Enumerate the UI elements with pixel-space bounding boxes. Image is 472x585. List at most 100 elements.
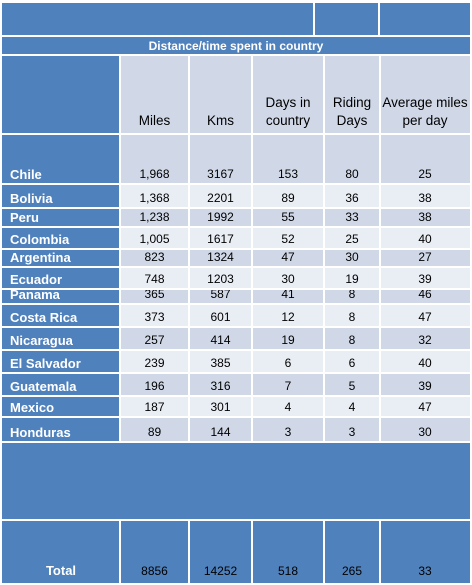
cell-value: 6 — [348, 356, 356, 370]
cell-value: 365 — [144, 289, 165, 301]
table-cell: 1,005 — [120, 227, 189, 249]
table-cell: 46 — [380, 289, 470, 304]
table-cell: 1,368 — [120, 184, 189, 208]
cell-value: 89 — [147, 425, 162, 439]
country-name: Guatemala — [10, 379, 77, 394]
cell-value: 47 — [418, 400, 432, 414]
table-cell: 30 — [380, 417, 470, 442]
table-cell: 196 — [120, 373, 189, 396]
cell-value: 187 — [144, 400, 165, 414]
row-divider — [2, 519, 470, 521]
country-name: Argentina — [10, 250, 71, 265]
country-name: Colombia — [10, 232, 70, 247]
country-name: Peru — [10, 210, 39, 225]
cell-value: 80 — [345, 167, 359, 181]
total-cell: 265 — [324, 520, 380, 583]
cell-value: 823 — [144, 250, 165, 264]
table-cell: 8 — [324, 304, 380, 327]
table-cell: 89 — [252, 184, 324, 208]
cell-value: 1617 — [207, 232, 234, 246]
table-cell: 25 — [380, 134, 470, 184]
table-cell: 4 — [252, 396, 324, 417]
table-cell: 365 — [120, 289, 189, 304]
table-cell: 41 — [252, 289, 324, 304]
table-title-bar: Distance/time spent in country — [2, 36, 470, 55]
row-divider — [2, 133, 470, 135]
cell-value: 373 — [144, 310, 165, 324]
row-divider — [2, 288, 470, 290]
table-cell: 19 — [324, 267, 380, 289]
cell-value: 19 — [281, 333, 295, 347]
column-header: Riding Days — [324, 55, 380, 134]
cell-value: 301 — [210, 400, 231, 414]
row-divider — [2, 207, 470, 209]
table-cell: 823 — [120, 249, 189, 267]
row-divider — [2, 395, 470, 397]
table-cell: 301 — [189, 396, 252, 417]
column-header: Kms — [189, 55, 252, 134]
cell-value: 8 — [348, 289, 356, 301]
country-name: Mexico — [10, 400, 55, 415]
table-title: Distance/time spent in country — [148, 38, 324, 53]
cell-value: 3 — [284, 425, 292, 439]
cell-value: 414 — [210, 333, 231, 347]
cell-value: 3167 — [207, 167, 234, 181]
total-value: 265 — [341, 564, 363, 578]
cell-value: 5 — [348, 379, 356, 393]
cell-value: 1,005 — [139, 232, 170, 246]
cell-value: 196 — [144, 379, 165, 393]
cell-value: 47 — [281, 250, 295, 264]
row-divider — [2, 416, 470, 418]
table-cell: 8 — [324, 289, 380, 304]
table-cell: 47 — [380, 304, 470, 327]
cell-value: 8 — [348, 310, 356, 324]
cell-value: 144 — [210, 425, 231, 439]
total-label: Total — [45, 563, 77, 578]
column-header-label: Days in country — [265, 95, 311, 128]
total-label-cell: Total — [2, 520, 120, 583]
top-bar-cover — [315, 3, 378, 35]
table-cell: 257 — [120, 327, 189, 350]
spacer-cover — [2, 443, 470, 519]
table-cell: 316 — [189, 373, 252, 396]
cell-value: 4 — [284, 400, 292, 414]
table-cell: 748 — [120, 267, 189, 289]
table-cell: 3167 — [189, 134, 252, 184]
column-header-label: Average miles per day — [382, 95, 468, 128]
table-cell: 89 — [120, 417, 189, 442]
table-cell: 601 — [189, 304, 252, 327]
cell-value: 587 — [210, 289, 231, 301]
table-cell: 38 — [380, 208, 470, 227]
table-cell: 8 — [324, 327, 380, 350]
cell-value: 33 — [345, 210, 359, 224]
title-bar-cover — [2, 37, 470, 54]
row-divider — [2, 35, 470, 37]
table-cell: 1203 — [189, 267, 252, 289]
row-divider — [2, 372, 470, 374]
row-divider — [2, 248, 470, 250]
cell-value: 153 — [277, 167, 299, 181]
total-cell: 14252 — [189, 520, 252, 583]
row-divider — [2, 326, 470, 328]
country-name-cell: El Salvador — [2, 350, 120, 373]
table-cell: 5 — [324, 373, 380, 396]
table-cell: 1324 — [189, 249, 252, 267]
total-cell: 8856 — [120, 520, 189, 583]
total-value: 14252 — [203, 564, 238, 578]
table-cell: 40 — [380, 350, 470, 373]
country-name: Ecuador — [10, 272, 63, 287]
country-name-cell: Costa Rica — [2, 304, 120, 327]
cell-value: 1,238 — [139, 210, 170, 224]
table-cell: 33 — [324, 208, 380, 227]
cell-value: 12 — [281, 310, 295, 324]
total-cell: 518 — [252, 520, 324, 583]
cell-value: 39 — [418, 272, 432, 286]
column-header: Average miles per day — [380, 55, 470, 134]
table-cell: 47 — [380, 396, 470, 417]
cell-value: 55 — [281, 210, 295, 224]
table-cell: 25 — [324, 227, 380, 249]
cell-value: 601 — [210, 310, 231, 324]
total-value: 518 — [277, 564, 299, 578]
cell-value: 39 — [418, 379, 432, 393]
top-bar-cover — [2, 3, 313, 35]
